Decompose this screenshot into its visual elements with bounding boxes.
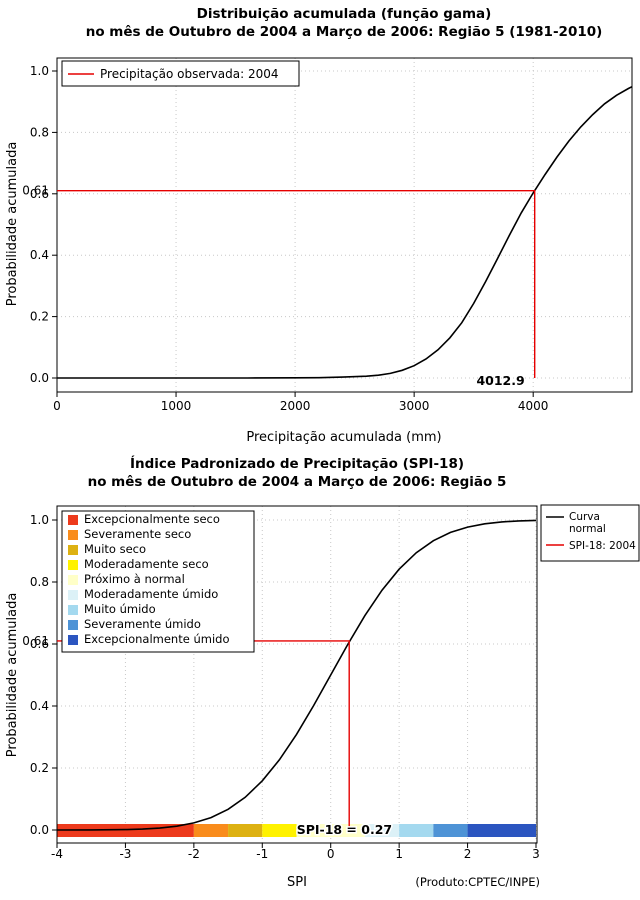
y-tick-label: 0.0: [30, 823, 49, 837]
y-tick-label: 1.0: [30, 64, 49, 78]
x-tick-label: 1: [395, 847, 403, 861]
x-tick-label: 0: [53, 399, 61, 413]
x-tick-label: 3: [532, 847, 540, 861]
y-tick-label: 0.6: [30, 637, 49, 651]
legend-label: Precipitação observada: 2004: [100, 67, 278, 81]
x-tick-label: 0: [327, 847, 335, 861]
reference-lines: [57, 189, 536, 378]
legend-box: [540, 504, 640, 562]
y-tick-label: 0.4: [30, 248, 49, 262]
credit-label: (Produto:CPTEC/INPE): [415, 875, 540, 889]
x-tick-label: 1000: [161, 399, 192, 413]
legend-label: Moderadamente seco: [84, 557, 209, 571]
ref-probability-label: 0.61: [22, 634, 49, 648]
legend-label: Excepcionalmente seco: [84, 512, 220, 526]
ref-probability-label: 0.61: [22, 184, 49, 198]
x-tick-label: -3: [119, 847, 131, 861]
y-tick-label: 1.0: [30, 513, 49, 527]
legend-swatch: [68, 635, 78, 645]
x-axis-label: Precipitação acumulada (mm): [246, 430, 441, 445]
y-tick-label: 0.4: [30, 699, 49, 713]
spi-colorbar-segment: [296, 824, 365, 837]
x-axis-label: SPI: [287, 875, 307, 890]
legend-label: Muito seco: [84, 542, 146, 556]
legend-swatch: [68, 590, 78, 600]
legend-label: Moderadamente úmido: [84, 587, 218, 601]
spi-colorbar-segment: [57, 824, 194, 837]
y-tick-label: 0.6: [30, 187, 49, 201]
x-tick-label: 2: [464, 847, 472, 861]
legend-label: normal: [569, 523, 606, 535]
legend-swatch: [68, 605, 78, 615]
chart-subtitle: no mês de Outubro de 2004 a Março de 200…: [86, 24, 603, 40]
legend-label: Severamente úmido: [84, 617, 201, 631]
spi-colorbar-segment: [433, 824, 468, 837]
x-tick-label: -4: [51, 847, 63, 861]
reference-lines: [57, 640, 350, 830]
chart-title: Índice Padronizado de Precipitação (SPI-…: [130, 455, 464, 472]
legend-swatch: [68, 545, 78, 555]
spi-colorbar-segment: [193, 824, 229, 837]
cdf-curve: [57, 85, 633, 379]
legend-label: SPI-18: 2004: [569, 540, 636, 552]
x-tick-label: -2: [188, 847, 200, 861]
legend-label: Severamente seco: [84, 527, 191, 541]
ref-precipitation-label: 4012.9: [476, 373, 524, 388]
y-tick-label: 0.2: [30, 310, 49, 324]
x-tick-label: 3000: [399, 399, 430, 413]
spi-colorbar-segment: [467, 824, 536, 837]
legend-swatch: [68, 530, 78, 540]
y-tick-label: 0.8: [30, 575, 49, 589]
legend-swatch: [68, 560, 78, 570]
legend-label: Curva: [569, 511, 600, 523]
plot-box: [56, 505, 538, 844]
x-tick-label: -1: [256, 847, 268, 861]
y-tick-label: 0.2: [30, 761, 49, 775]
x-tick-label: 4000: [518, 399, 549, 413]
legend-swatch: [68, 515, 78, 525]
cdf-curve: [56, 519, 537, 831]
x-tick-label: 2000: [280, 399, 311, 413]
y-axis-label: Probabilidade acumulada: [5, 593, 20, 758]
plot-box: [56, 57, 633, 393]
spi-colorbar-segment: [364, 824, 400, 837]
chart-title: Distribuição acumulada (função gama): [197, 6, 492, 22]
chart-subtitle: no mês de Outubro de 2004 a Março de 200…: [88, 474, 507, 490]
spi-value-label: SPI-18 = 0.27: [297, 822, 392, 837]
y-tick-label: 0.0: [30, 371, 49, 385]
spi-colorbar-segment: [399, 824, 434, 837]
y-tick-label: 0.8: [30, 125, 49, 139]
legend-label: Próximo à normal: [84, 572, 185, 586]
spi-colorbar-segment: [228, 824, 263, 837]
legend-swatch: [68, 575, 78, 585]
spi-colorbar-segment: [262, 824, 297, 837]
legend-swatch: [68, 620, 78, 630]
legend-box: [61, 510, 255, 653]
legend-label: Excepcionalmente úmido: [84, 632, 229, 646]
legend-box: [61, 60, 300, 87]
legend-label: Muito úmido: [84, 602, 156, 616]
y-axis-label: Probabilidade acumulada: [5, 142, 20, 307]
